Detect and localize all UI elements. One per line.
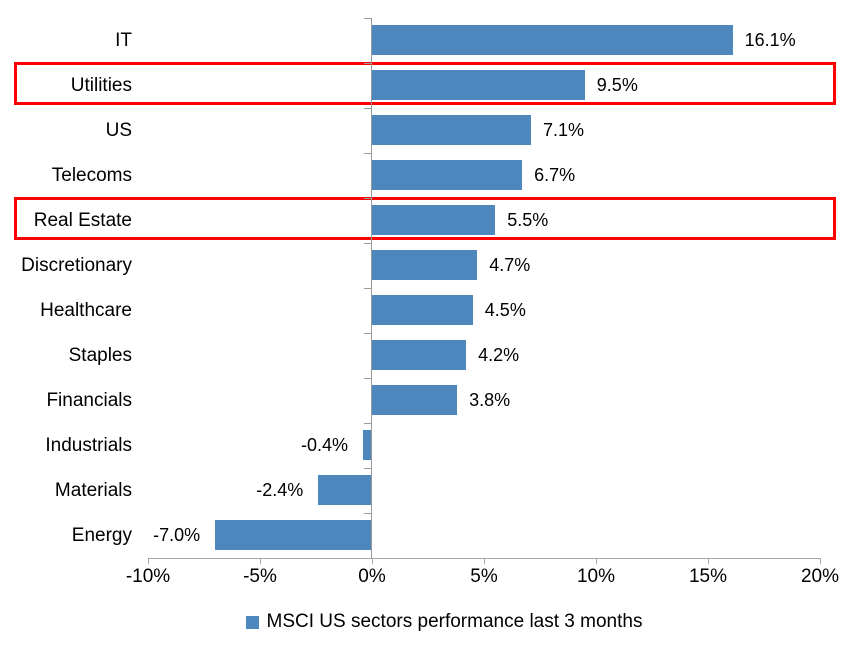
category-label: Real Estate xyxy=(33,210,132,231)
value-axis-tick xyxy=(484,559,485,564)
bar xyxy=(372,295,473,325)
value-axis-line xyxy=(148,558,821,559)
value-label: 7.1% xyxy=(543,120,585,140)
value-axis-tick-label: 5% xyxy=(470,566,498,587)
category-label: Financials xyxy=(46,390,132,411)
category-axis-tick xyxy=(364,198,371,199)
bar xyxy=(318,475,372,505)
bar xyxy=(372,25,733,55)
category-label: Telecoms xyxy=(51,165,132,186)
legend-label: MSCI US sectors performance last 3 month… xyxy=(266,611,643,632)
highlight-box xyxy=(14,62,836,105)
category-axis-tick xyxy=(364,63,371,64)
category-axis-tick xyxy=(364,153,371,154)
legend: MSCI US sectors performance last 3 month… xyxy=(18,611,852,633)
bar xyxy=(372,70,585,100)
value-axis-tick-label: -5% xyxy=(243,566,277,587)
category-label: US xyxy=(105,120,132,141)
category-label: Utilities xyxy=(70,75,132,96)
category-axis-tick xyxy=(364,513,371,514)
value-axis-tick-label: 15% xyxy=(688,566,728,587)
category-axis-tick xyxy=(364,108,371,109)
legend-marker-icon xyxy=(245,615,259,629)
value-label: 4.7% xyxy=(489,255,531,275)
value-axis-tick xyxy=(820,559,821,564)
value-axis-tick xyxy=(260,559,261,564)
value-axis-tick-label: 0% xyxy=(358,566,386,587)
bar xyxy=(215,520,372,550)
value-axis-tick xyxy=(148,559,149,564)
highlight-box xyxy=(14,197,836,240)
value-label: -2.4% xyxy=(256,480,304,500)
value-axis-tick-label: -10% xyxy=(125,566,171,587)
category-label: Materials xyxy=(54,480,132,501)
category-axis-tick xyxy=(364,468,371,469)
category-axis-tick xyxy=(364,333,371,334)
category-label: IT xyxy=(115,30,132,51)
bar xyxy=(372,385,458,415)
value-axis-tick-label: 10% xyxy=(576,566,616,587)
value-axis-tick xyxy=(372,559,373,564)
value-label: 9.5% xyxy=(596,75,638,95)
value-label: -0.4% xyxy=(301,435,349,455)
bar xyxy=(372,340,467,370)
value-label: -7.0% xyxy=(153,525,201,545)
value-label: 4.2% xyxy=(478,345,520,365)
bar xyxy=(363,430,372,460)
category-label: Staples xyxy=(68,345,132,366)
bar xyxy=(372,115,532,145)
bar xyxy=(372,205,496,235)
category-label: Industrials xyxy=(45,435,132,456)
value-label: 3.8% xyxy=(469,390,511,410)
category-axis-tick xyxy=(364,243,371,244)
bar xyxy=(372,250,478,280)
category-axis-tick xyxy=(364,288,371,289)
category-label: Energy xyxy=(71,525,132,546)
value-label: 6.7% xyxy=(534,165,576,185)
value-axis-tick xyxy=(596,559,597,564)
category-axis-tick xyxy=(364,18,371,19)
value-axis-tick-label: 20% xyxy=(800,566,840,587)
category-label: Healthcare xyxy=(40,300,132,321)
category-axis-tick xyxy=(364,423,371,424)
category-axis-line xyxy=(371,18,372,558)
category-label: Discretionary xyxy=(21,255,132,276)
value-label: 16.1% xyxy=(744,30,796,50)
value-label: 5.5% xyxy=(507,210,549,230)
bar xyxy=(372,160,523,190)
category-axis-tick xyxy=(364,378,371,379)
value-axis-tick xyxy=(708,559,709,564)
value-label: 4.5% xyxy=(484,300,526,320)
